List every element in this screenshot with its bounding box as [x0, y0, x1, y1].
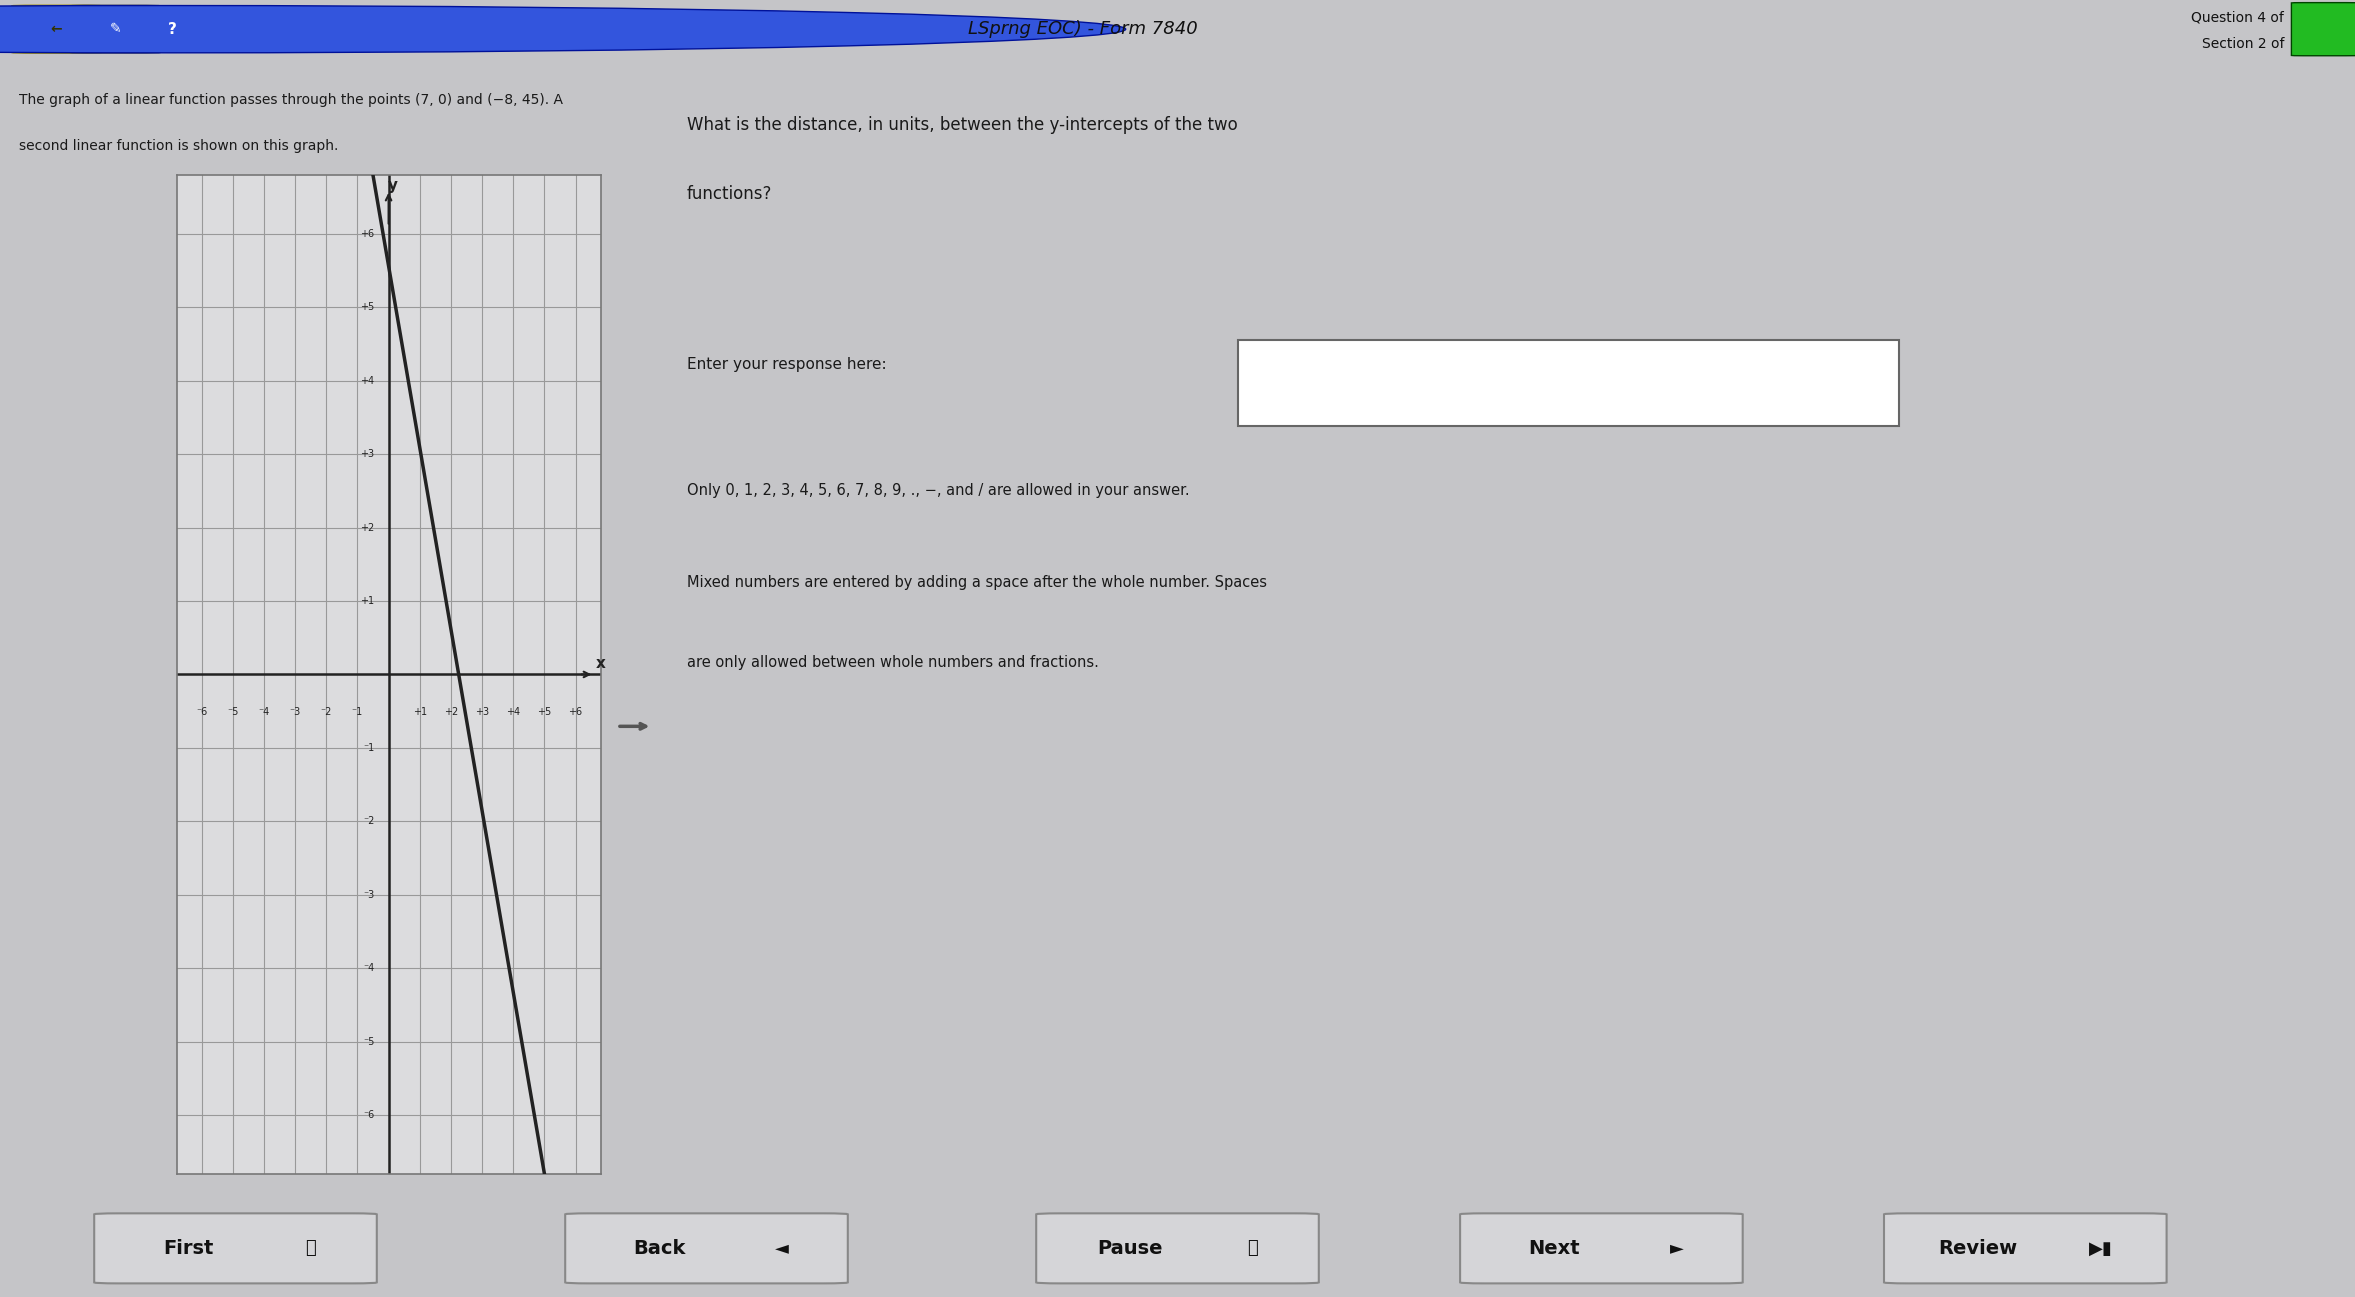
Text: ⁻4: ⁻4 — [259, 707, 268, 717]
Text: ⁻6: ⁻6 — [363, 1110, 374, 1121]
Text: +6: +6 — [360, 228, 374, 239]
FancyBboxPatch shape — [1884, 1214, 2167, 1284]
Text: ←: ← — [52, 22, 61, 36]
Text: Next: Next — [1528, 1239, 1580, 1258]
Text: ▶▮: ▶▮ — [2089, 1240, 2112, 1257]
Text: +1: +1 — [412, 707, 426, 717]
Text: The graph of a linear function passes through the points (7, 0) and (−8, 45). A: The graph of a linear function passes th… — [19, 93, 563, 106]
Text: ⁻5: ⁻5 — [226, 707, 238, 717]
Text: ⁻3: ⁻3 — [363, 890, 374, 900]
Text: are only allowed between whole numbers and fractions.: are only allowed between whole numbers a… — [688, 655, 1097, 671]
Text: x: x — [596, 656, 605, 671]
Text: +1: +1 — [360, 597, 374, 606]
Text: second linear function is shown on this graph.: second linear function is shown on this … — [19, 139, 339, 153]
Text: +2: +2 — [360, 523, 374, 533]
Text: +3: +3 — [360, 449, 374, 459]
Text: ⏮: ⏮ — [306, 1240, 316, 1257]
FancyBboxPatch shape — [71, 5, 160, 53]
Text: Back: Back — [633, 1239, 685, 1258]
FancyBboxPatch shape — [1239, 340, 1898, 425]
Text: Only 0, 1, 2, 3, 4, 5, 6, 7, 8, 9, ., −, and / are allowed in your answer.: Only 0, 1, 2, 3, 4, 5, 6, 7, 8, 9, ., −,… — [688, 482, 1189, 498]
Text: +3: +3 — [476, 707, 490, 717]
Text: +4: +4 — [360, 376, 374, 385]
Text: ⁻1: ⁻1 — [363, 743, 374, 752]
Text: LSprng EOC) - Form 7840: LSprng EOC) - Form 7840 — [968, 21, 1199, 38]
Text: +5: +5 — [537, 707, 551, 717]
Text: y: y — [389, 179, 398, 193]
FancyBboxPatch shape — [565, 1214, 848, 1284]
Text: Pause: Pause — [1097, 1239, 1163, 1258]
FancyBboxPatch shape — [1460, 1214, 1743, 1284]
Text: Review: Review — [1938, 1239, 2018, 1258]
Text: +2: +2 — [443, 707, 457, 717]
Text: First: First — [162, 1239, 214, 1258]
FancyBboxPatch shape — [12, 5, 101, 53]
FancyBboxPatch shape — [94, 1214, 377, 1284]
Text: Section 2 of: Section 2 of — [2202, 36, 2284, 51]
FancyBboxPatch shape — [2291, 3, 2355, 56]
Text: ⁻5: ⁻5 — [363, 1036, 374, 1047]
Text: ⏸: ⏸ — [1248, 1240, 1258, 1257]
Text: +4: +4 — [506, 707, 520, 717]
Text: Enter your response here:: Enter your response here: — [688, 357, 885, 372]
Text: ✎: ✎ — [111, 22, 120, 36]
Text: ◄: ◄ — [775, 1240, 789, 1257]
Text: +5: +5 — [360, 302, 374, 313]
Text: ⁻3: ⁻3 — [290, 707, 301, 717]
Text: ⁻1: ⁻1 — [351, 707, 363, 717]
Text: Mixed numbers are entered by adding a space after the whole number. Spaces: Mixed numbers are entered by adding a sp… — [688, 575, 1267, 590]
FancyBboxPatch shape — [0, 5, 1126, 53]
Text: Question 4 of: Question 4 of — [2193, 10, 2284, 25]
Text: ?: ? — [167, 22, 177, 36]
Text: +6: +6 — [568, 707, 582, 717]
Text: ⁻2: ⁻2 — [320, 707, 332, 717]
Text: ⁻4: ⁻4 — [363, 964, 374, 973]
Text: ►: ► — [1670, 1240, 1684, 1257]
FancyBboxPatch shape — [1036, 1214, 1319, 1284]
Text: functions?: functions? — [688, 184, 772, 202]
Text: ⁻2: ⁻2 — [363, 816, 374, 826]
Text: ⁻6: ⁻6 — [195, 707, 207, 717]
Text: What is the distance, in units, between the y-intercepts of the two: What is the distance, in units, between … — [688, 115, 1236, 134]
